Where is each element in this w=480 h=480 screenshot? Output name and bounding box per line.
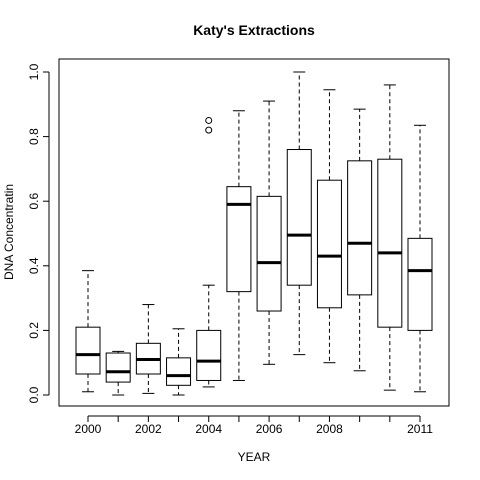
x-tick-label: 2006	[256, 422, 283, 436]
x-tick-label: 2008	[316, 422, 343, 436]
box-2009	[347, 108, 373, 372]
box-group	[75, 71, 433, 396]
outlier-point	[205, 116, 213, 124]
box-2003	[166, 328, 192, 396]
box-iqr	[166, 357, 192, 386]
y-tick-label: 1.0	[27, 63, 41, 80]
box-iqr	[256, 195, 282, 312]
box-iqr	[377, 158, 403, 328]
x-tick-label: 2002	[135, 422, 162, 436]
y-axis: 0.0 0.2 0.4 0.6 0.8 1.0	[27, 63, 50, 403]
box-iqr	[75, 326, 101, 375]
box-iqr	[347, 160, 373, 296]
box-2000	[75, 270, 101, 393]
box-2004	[196, 116, 222, 388]
box-iqr	[316, 179, 342, 309]
box-2002	[135, 304, 161, 394]
y-axis-title: DNA Concentratin	[2, 184, 16, 280]
x-tick-label: 2000	[75, 422, 102, 436]
x-axis: 2000 2002 2004 2006 2008 2011	[75, 415, 433, 436]
box-iqr	[286, 149, 312, 286]
box-iqr	[226, 186, 252, 293]
x-axis-title: YEAR	[238, 450, 271, 464]
y-tick-label: 0.4	[27, 257, 41, 274]
box-iqr	[105, 352, 131, 383]
x-tick-label: 2011	[407, 422, 433, 436]
box-2001	[105, 350, 131, 396]
box-2011	[407, 124, 433, 393]
y-tick-label: 0.6	[27, 193, 41, 210]
chart-title: Katy's Extractions	[193, 22, 315, 38]
box-iqr	[196, 329, 222, 381]
box-2010	[377, 84, 403, 391]
box-2008	[316, 89, 342, 364]
y-tick-label: 0.8	[27, 128, 41, 145]
box-2006	[256, 100, 282, 365]
box-2007	[286, 71, 312, 356]
y-tick-label: 0.0	[27, 386, 41, 403]
plot-frame	[58, 58, 450, 407]
outlier-point	[205, 126, 213, 134]
box-2005	[226, 110, 252, 381]
box-iqr	[407, 237, 433, 331]
x-tick-label: 2004	[195, 422, 222, 436]
y-tick-label: 0.2	[27, 322, 41, 339]
